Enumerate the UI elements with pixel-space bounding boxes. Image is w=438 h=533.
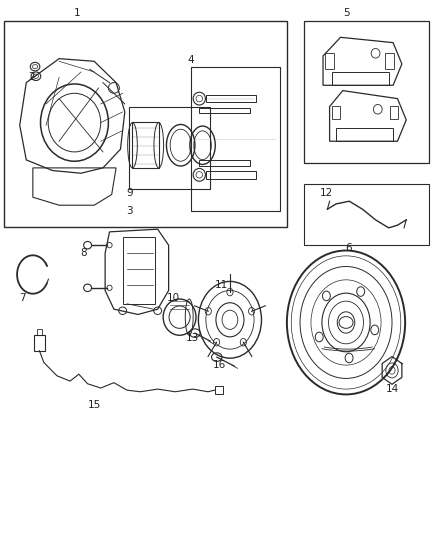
- Text: 3: 3: [126, 206, 133, 215]
- Bar: [34, 335, 45, 351]
- Text: 11: 11: [215, 280, 228, 290]
- Text: 12: 12: [320, 188, 333, 198]
- Bar: [390, 106, 399, 119]
- Text: 13: 13: [186, 334, 199, 343]
- Text: 2: 2: [28, 72, 35, 82]
- Text: 7: 7: [19, 294, 26, 303]
- Bar: [304, 21, 429, 163]
- Text: 14: 14: [385, 384, 399, 394]
- Bar: [191, 67, 280, 211]
- Bar: [206, 95, 256, 102]
- Bar: [132, 122, 159, 167]
- Text: 10: 10: [166, 294, 180, 303]
- Text: 4: 4: [187, 55, 194, 64]
- Bar: [385, 53, 394, 69]
- Bar: [206, 171, 256, 179]
- Text: 15: 15: [88, 400, 101, 410]
- Text: 16: 16: [212, 360, 226, 370]
- Bar: [325, 53, 334, 69]
- Bar: [199, 160, 250, 166]
- Text: 6: 6: [345, 243, 352, 253]
- Bar: [4, 21, 287, 227]
- Bar: [37, 329, 42, 335]
- Text: 1: 1: [73, 9, 80, 18]
- Bar: [332, 106, 340, 119]
- Bar: [129, 107, 210, 189]
- Text: 5: 5: [343, 9, 350, 18]
- Text: 8: 8: [80, 248, 87, 258]
- Bar: [215, 386, 223, 394]
- Bar: [199, 108, 250, 113]
- Bar: [304, 184, 429, 245]
- Text: 9: 9: [126, 188, 133, 198]
